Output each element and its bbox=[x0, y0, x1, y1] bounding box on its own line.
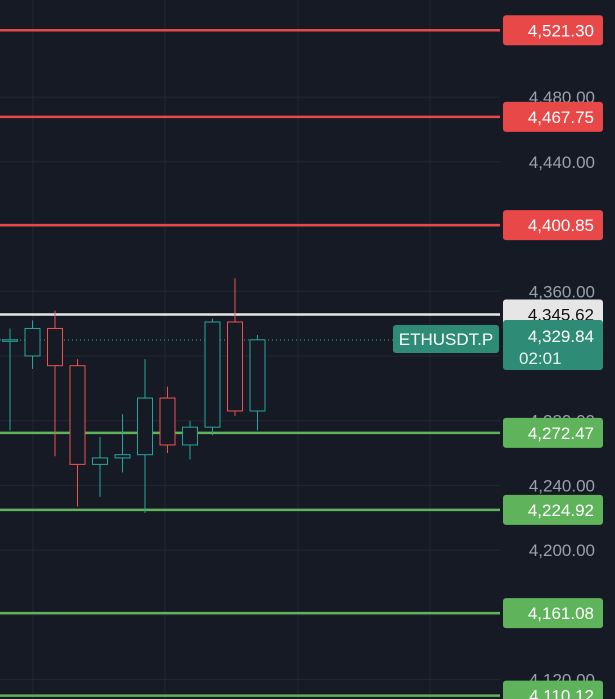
support-level-price-label: 4,161.08 bbox=[528, 604, 594, 623]
resistance-level-price-label: 4,467.75 bbox=[528, 108, 594, 127]
candle-body bbox=[204, 321, 221, 428]
candle bbox=[47, 310, 63, 457]
candle bbox=[69, 359, 86, 507]
current-price-label: 4,329.84 bbox=[528, 327, 594, 346]
y-tick-label: 4,200.00 bbox=[529, 541, 595, 560]
y-tick-label: 4,240.00 bbox=[529, 476, 595, 495]
candle bbox=[137, 359, 153, 513]
candle-body bbox=[2, 339, 18, 342]
symbol-label: ETHUSDT.P bbox=[399, 330, 493, 349]
candle-body bbox=[227, 321, 243, 412]
support-level-price-label: 4,272.47 bbox=[528, 424, 594, 443]
support-level-badge: 4,272.47 bbox=[503, 417, 603, 448]
candle bbox=[182, 420, 198, 460]
current-price-badge: 4,329.84 02:01 bbox=[503, 320, 603, 371]
y-tick-label: 4,360.00 bbox=[529, 282, 595, 301]
pivot-level-price-label: 4,345.62 bbox=[528, 306, 594, 325]
support-level-badge-bg bbox=[503, 680, 603, 699]
grid bbox=[0, 0, 500, 699]
candle-body bbox=[92, 457, 108, 465]
resistance-level-badge-bg bbox=[503, 101, 603, 132]
y-tick-label: 4,440.00 bbox=[529, 153, 595, 172]
resistance-level-badge-bg bbox=[503, 15, 603, 46]
resistance-level-badge: 4,521.30 bbox=[503, 15, 603, 46]
symbol-badge-bg bbox=[393, 325, 499, 354]
support-level-badge: 4,161.08 bbox=[503, 598, 603, 629]
current-price-badge-bg bbox=[503, 320, 603, 371]
support-level-price-label: 4,224.92 bbox=[528, 501, 594, 520]
candle bbox=[114, 414, 131, 473]
candles bbox=[2, 278, 266, 513]
candle-body bbox=[159, 397, 176, 446]
candle bbox=[2, 328, 18, 431]
candle-body bbox=[182, 426, 198, 446]
candle bbox=[227, 278, 243, 416]
symbol-badge: ETHUSDT.P bbox=[393, 325, 499, 354]
support-level-badge-bg bbox=[503, 494, 603, 525]
candle-body bbox=[114, 454, 131, 459]
candle bbox=[159, 386, 176, 454]
resistance-level-badge: 4,400.85 bbox=[503, 210, 603, 241]
support-level-badge: 4,110.12 bbox=[503, 680, 603, 699]
candle bbox=[92, 436, 108, 497]
candle-body bbox=[249, 339, 266, 412]
support-level-badge-bg bbox=[503, 598, 603, 629]
countdown-label: 02:01 bbox=[519, 349, 562, 368]
support-level-badge-bg bbox=[503, 417, 603, 448]
candle-body bbox=[47, 327, 63, 367]
candle bbox=[24, 320, 41, 369]
candle bbox=[249, 334, 266, 431]
candle-body bbox=[69, 365, 86, 465]
candle-body bbox=[137, 397, 153, 456]
resistance-level-badge-bg bbox=[503, 210, 603, 241]
support-level-price-label: 4,110.12 bbox=[529, 687, 594, 699]
price-labels: 4,521.30 4,467.75 4,400.85 4,272.47 4,224.92… bbox=[393, 15, 603, 699]
resistance-level-badge: 4,467.75 bbox=[503, 101, 603, 132]
support-level-badge: 4,224.92 bbox=[503, 494, 603, 525]
resistance-level-price-label: 4,400.85 bbox=[528, 216, 594, 235]
resistance-level-price-label: 4,521.30 bbox=[528, 21, 594, 40]
candle bbox=[204, 318, 221, 436]
candle-body bbox=[24, 327, 41, 357]
